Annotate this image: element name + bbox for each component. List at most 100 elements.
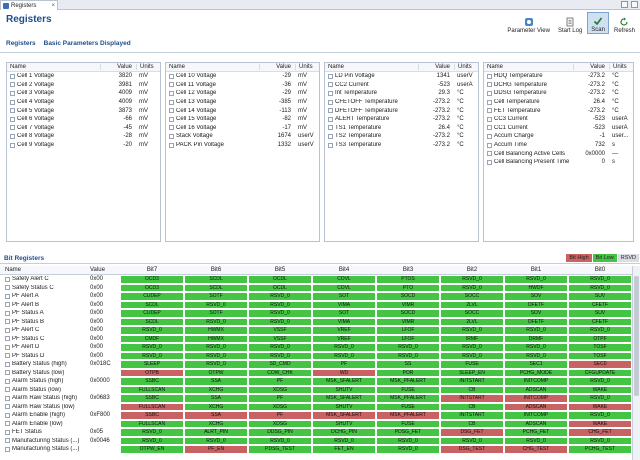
bit-cell[interactable]: SD_CMD — [248, 360, 312, 369]
bit-cell[interactable]: MSK_SFALERT — [312, 377, 376, 386]
expand-icon[interactable] — [10, 133, 15, 139]
column-header-bit[interactable]: Bit7 — [146, 267, 158, 273]
expand-icon[interactable] — [5, 395, 10, 401]
bit-cell[interactable]: HWMX — [184, 326, 248, 335]
bit-cell[interactable]: OCD3 — [120, 283, 184, 292]
bit-cell[interactable]: SUV — [568, 292, 632, 301]
expand-icon[interactable] — [328, 116, 333, 122]
parameter-row[interactable]: Cell 14 Voltage -113 mV — [166, 106, 319, 115]
bit-cell[interactable]: SOTF — [184, 309, 248, 318]
bit-cell[interactable]: SS — [376, 360, 440, 369]
expand-icon[interactable] — [169, 116, 174, 122]
bit-cell[interactable]: SOCD — [376, 309, 440, 318]
column-header-units[interactable]: Units — [609, 64, 633, 70]
parameter-row[interactable]: Cell Balancing Active Cells 0x0000 — — [484, 149, 633, 158]
bit-cell[interactable]: XDSG — [248, 402, 312, 411]
bit-cell[interactable]: RSVD_0 — [440, 283, 504, 292]
column-header-bit[interactable]: Bit1 — [530, 267, 542, 273]
register-row[interactable]: Manufacturing Status (...) 0x0046 RSVD_0 RS… — [0, 436, 632, 445]
bit-cell[interactable]: XDSG — [248, 385, 312, 394]
bit-cell[interactable]: XCHG — [184, 385, 248, 394]
column-header-name[interactable]: Name — [169, 64, 186, 70]
bit-cell[interactable]: RSVD_0 — [568, 326, 632, 335]
bit-cell[interactable]: WAKE — [568, 402, 632, 411]
bit-cell[interactable]: RSVD_0 — [312, 436, 376, 445]
expand-icon[interactable] — [328, 90, 333, 96]
bit-cell[interactable]: SHUTV — [312, 385, 376, 394]
expand-icon[interactable] — [487, 151, 492, 157]
bit-cell[interactable]: SSBC — [120, 377, 184, 386]
bit-cell[interactable]: MSK_PFALERT — [376, 411, 440, 420]
bit-cell[interactable]: POR — [376, 368, 440, 377]
bit-cell[interactable]: VSSF — [248, 326, 312, 335]
parameter-row[interactable]: Cell 1 Voltage 3820 mV — [7, 72, 160, 81]
bit-cell[interactable]: RSVD_0 — [440, 326, 504, 335]
bit-cell[interactable]: SSBC — [120, 394, 184, 403]
register-row[interactable]: Alarm Raw Status (low) FULLSCAN XCHG XDSG SH… — [0, 402, 632, 411]
bit-cell[interactable]: PCHG_TEST — [568, 445, 632, 454]
bit-cell[interactable]: RSVD_0 — [248, 351, 312, 360]
expand-icon[interactable] — [5, 438, 10, 444]
expand-icon[interactable] — [328, 133, 333, 139]
parameter-row[interactable]: Cell 16 Voltage -17 mV — [166, 124, 319, 133]
register-row[interactable]: Safety Alert C 0x00 OCD3 SCDL OCDL COVL PTOS RS… — [0, 275, 632, 284]
column-header-name[interactable]: Name — [5, 267, 22, 273]
bit-cell[interactable]: MSK_PFALERT — [376, 394, 440, 403]
bit-cell[interactable]: FUSE — [376, 385, 440, 394]
bit-cell[interactable]: RSVD_0 — [248, 309, 312, 318]
bit-cell[interactable]: RSVD_0 — [504, 436, 568, 445]
bit-cell[interactable]: SOCD — [376, 292, 440, 301]
bit-cell[interactable]: DSG_FET — [440, 428, 504, 437]
column-header-bit[interactable]: Bit4 — [338, 267, 350, 273]
expand-icon[interactable] — [169, 99, 174, 105]
bit-cell[interactable]: PF — [248, 394, 312, 403]
parameter-row[interactable]: Cell 5 Voltage 3873 mV — [7, 106, 160, 115]
expand-icon[interactable] — [5, 336, 10, 342]
bit-cell[interactable]: SEC0 — [568, 360, 632, 369]
register-row[interactable]: Alarm Raw Status (high) 0x0683 SSBC SSA PF MS… — [0, 394, 632, 403]
register-row[interactable]: Alarm Status (high) 0x0000 SSBC SSA PF MSK_SF… — [0, 377, 632, 386]
bit-cell[interactable]: SOTF — [184, 292, 248, 301]
bit-cell[interactable]: RSVD_0 — [184, 343, 248, 352]
bit-cell[interactable]: VSSF — [248, 334, 312, 343]
bit-cell[interactable]: OTPW — [184, 368, 248, 377]
parameter-row[interactable]: Stack Voltage 1674 userV — [166, 132, 319, 141]
register-row[interactable]: Battery Status (low) OTPB OTPW COW_CHK WD POR… — [0, 368, 632, 377]
bit-cell[interactable]: WAKE — [568, 385, 632, 394]
bit-cell[interactable]: RSVD_0 — [312, 351, 376, 360]
bit-cell[interactable]: SLEEP — [120, 360, 184, 369]
expand-icon[interactable] — [328, 142, 333, 148]
expand-icon[interactable] — [5, 429, 10, 435]
expand-icon[interactable] — [5, 344, 10, 350]
expand-icon[interactable] — [10, 142, 15, 148]
bit-cell[interactable]: RSVD_0 — [504, 351, 568, 360]
bit-cell[interactable]: RSVD_0 — [248, 292, 312, 301]
bit-cell[interactable]: XDSG — [248, 419, 312, 428]
parameter-row[interactable]: LD Pin Voltage 1341 userV — [325, 72, 478, 81]
bit-cell[interactable]: INITCOMP — [504, 394, 568, 403]
expand-icon[interactable] — [5, 387, 10, 393]
column-header-name[interactable]: Name — [487, 64, 504, 70]
bit-cell[interactable]: IRMF — [440, 334, 504, 343]
bit-cell[interactable]: CHG_TEST — [504, 445, 568, 454]
refresh-button[interactable]: Refresh — [611, 12, 638, 34]
bit-cell[interactable]: RSVD_0 — [568, 377, 632, 386]
parameter-row[interactable]: Cell 9 Voltage -20 mV — [7, 141, 160, 150]
parameter-row[interactable]: Cell 15 Voltage -82 mV — [166, 115, 319, 124]
parameter-row[interactable]: ALERT Temperature -273.2 °C — [325, 115, 478, 124]
maximize-button[interactable] — [631, 1, 638, 8]
bit-cell[interactable]: OCDL — [248, 275, 312, 284]
bit-cell[interactable]: FUSE — [376, 402, 440, 411]
column-header-name[interactable]: Name — [328, 64, 345, 70]
bit-cell[interactable]: RSVD_0 — [184, 300, 248, 309]
bit-cell[interactable]: HWMX — [184, 334, 248, 343]
parameter-row[interactable]: CFETOFF Temperature -273.2 °C — [325, 98, 478, 107]
parameter-row[interactable]: Cell Temperature 26.4 °C — [484, 98, 633, 107]
bit-cell[interactable]: RSVD_0 — [440, 275, 504, 284]
column-header-value[interactable]: Value — [90, 267, 105, 273]
bit-cell[interactable]: CUDEP — [120, 292, 184, 301]
bit-cell[interactable]: RSVD_0 — [248, 317, 312, 326]
bit-cell[interactable]: INITSTART — [440, 411, 504, 420]
bit-cell[interactable]: RSVD_0 — [120, 351, 184, 360]
column-header-value[interactable]: Value — [100, 64, 136, 70]
